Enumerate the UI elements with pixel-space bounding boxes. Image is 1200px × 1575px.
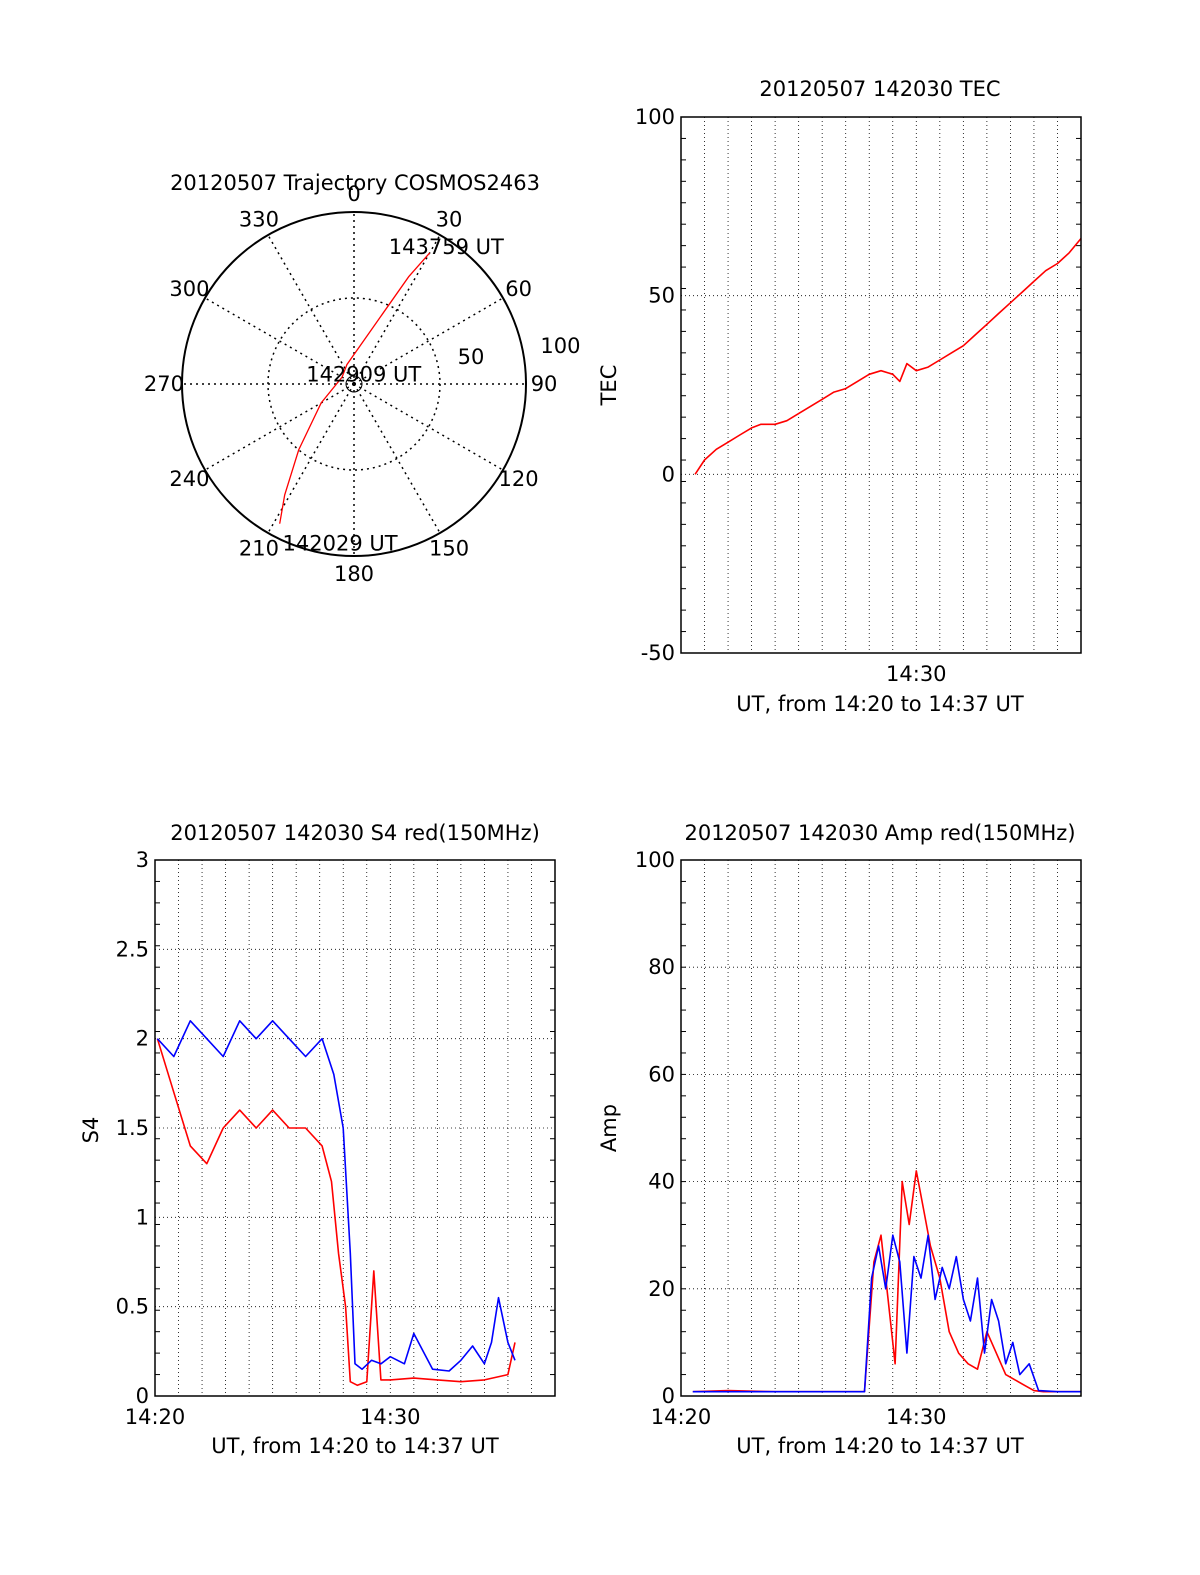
polar-radial-label: 100 [540,334,580,358]
polar-spoke [204,297,355,385]
polar-angle-label: 0 [347,182,360,206]
tec-xtick-label: 14:30 [886,662,947,686]
amp-ytick-label: 60 [648,1062,675,1086]
amp-ytick-label: 0 [662,1384,675,1408]
s4-xtick-label: 14:30 [360,1405,421,1429]
tec-ytick-label: 50 [648,284,675,308]
s4-ylabel: S4 [79,1117,103,1144]
tec-series [694,237,1082,475]
tec-series-line-red [694,237,1082,475]
polar-title: 20120507 Trajectory COSMOS2463 [170,171,540,195]
amp-ytick-label: 100 [635,848,675,872]
polar-annotations: 143759 UT 142909 UT 142029 UT [283,235,504,555]
polar-time-annotation: 142909 UT [306,362,421,386]
amp-series [692,1170,1081,1393]
amp-ylabel: Amp [597,1104,621,1152]
s4-plot-frame [154,859,556,1397]
amp-tick-labels: 0 20 40 60 80 100 14:20 14:30 [635,848,947,1429]
tec-title: 20120507 142030 TEC [759,77,1000,101]
polar-angle-label: 90 [531,372,558,396]
polar-spoke [353,383,504,471]
polar-angle-label: 330 [239,207,279,231]
polar-outer-ring [181,211,527,557]
amp-title: 20120507 142030 Amp red(150MHz) [684,821,1075,845]
amp-ytick-label: 80 [648,955,675,979]
polar-angle-label: 300 [169,277,209,301]
s4-ytick-label: 2 [136,1027,149,1051]
tec-ytick-label: -50 [641,641,675,665]
s4-series-line-blue [156,1019,516,1372]
s4-xtick-label: 14:20 [125,1405,186,1429]
polar-time-annotation: 142029 UT [283,531,398,555]
s4-xlabel: UT, from 14:20 to 14:37 UT [211,1434,499,1458]
amp-grid [681,860,1081,1396]
polar-radial-label: 50 [458,345,485,369]
s4-ytick-label: 3 [136,848,149,872]
amp-xlabel: UT, from 14:20 to 14:37 UT [736,1434,1024,1458]
tec-ytick-label: 0 [662,462,675,486]
tec-grid [681,117,1081,653]
polar-angle-label: 180 [334,562,374,586]
tec-ytick-label: 100 [635,105,675,129]
s4-ytick-label: 2.5 [116,937,149,961]
polar-spoke [204,383,355,471]
polar-angle-label: 150 [429,537,469,561]
amp-ytick-label: 20 [648,1277,675,1301]
polar-angle-label: 30 [436,207,463,231]
polar-spoke [267,383,355,534]
polar-spoke [267,234,355,385]
s4-ytick-label: 1 [136,1205,149,1229]
s4-series [156,1019,516,1387]
tec-plot-frame [680,116,1082,654]
amp-plot-frame [680,859,1082,1397]
polar-spoke [353,383,441,534]
polar-series [279,252,431,524]
tec-ylabel: TEC [597,365,621,407]
s4-tick-labels: 0 0.5 1 1.5 2 2.5 3 14:20 14:30 [116,848,421,1429]
polar-angle-label: 240 [169,467,209,491]
tec-xlabel: UT, from 14:20 to 14:37 UT [736,692,1024,716]
polar-angle-label: 60 [505,277,532,301]
s4-ytick-label: 1.5 [116,1116,149,1140]
tec-panel: 20120507 142030 TEC -50 0 50 100 14:30 TEC U… [597,77,1082,716]
amp-xtick-label: 14:20 [651,1405,712,1429]
polar-angle-label: 270 [144,372,184,396]
amp-series-line-blue [692,1234,1081,1393]
polar-angle-labels: 0 30 60 90 120 150 180 210 240 270 300 330 50 100 [144,182,581,586]
polar-angle-label: 210 [239,537,279,561]
polar-spoke [353,234,441,385]
s4-title: 20120507 142030 S4 red(150MHz) [170,821,540,845]
s4-panel: 20120507 142030 S4 red(150MHz) 0 0.5 1 1.5 2… [79,821,556,1458]
s4-ytick-label: 0 [136,1384,149,1408]
tec-tick-labels: -50 0 50 100 14:30 [635,105,947,686]
amp-ytick-label: 40 [648,1170,675,1194]
polar-trajectory-panel: 20120507 Trajectory COSMOS2463 0 30 60 90 12… [144,171,581,586]
polar-angle-label: 120 [499,467,539,491]
s4-ytick-label: 0.5 [116,1295,149,1319]
amp-xtick-label: 14:30 [886,1405,947,1429]
s4-series-line-red [156,1038,516,1387]
amp-panel: 20120507 142030 Amp red(150MHz) 0 20 40 60 8… [597,821,1082,1458]
polar-time-annotation: 143759 UT [389,235,504,259]
polar-grid [181,211,527,557]
polar-trajectory-line [279,252,431,524]
polar-spoke [353,297,504,385]
